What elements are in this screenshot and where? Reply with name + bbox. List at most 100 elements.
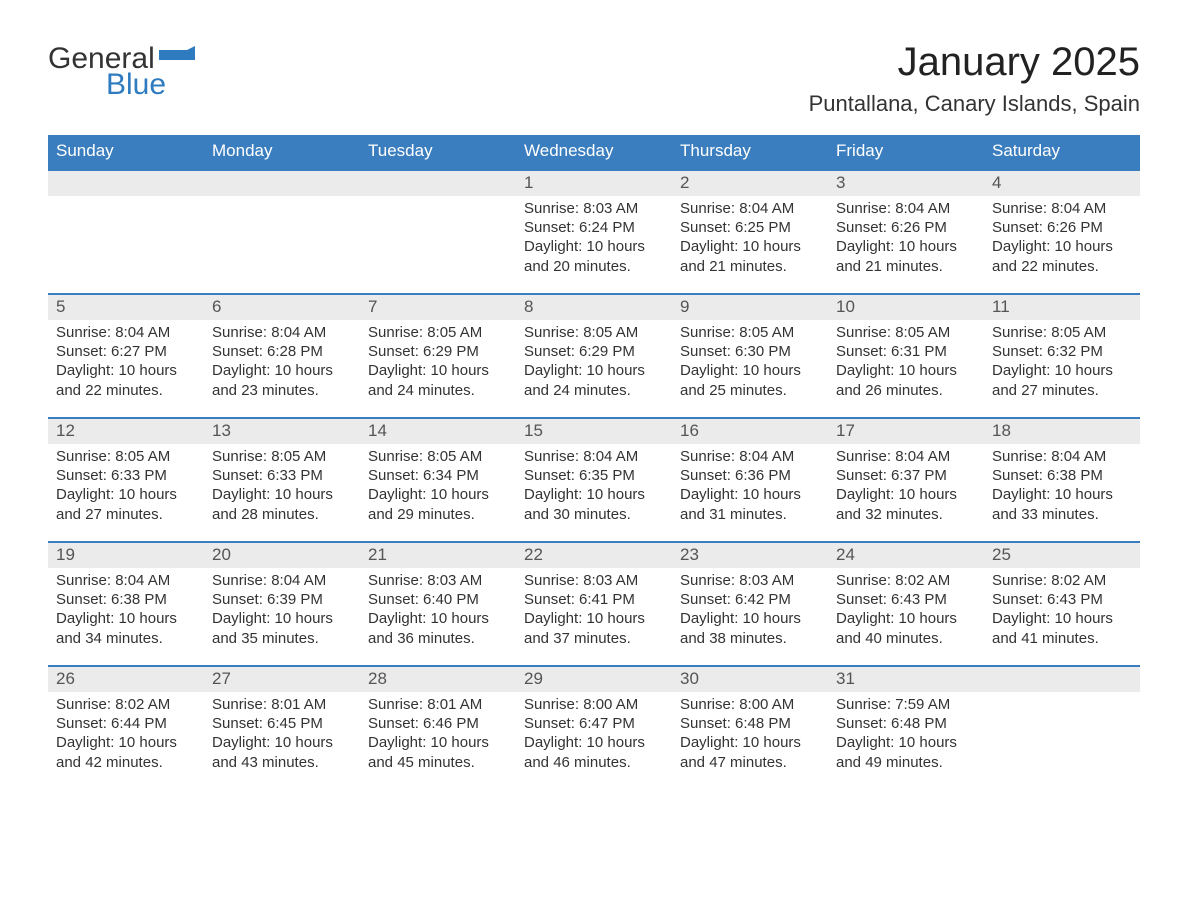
sunset-line: Sunset: 6:48 PM — [680, 714, 820, 733]
day-details: Sunrise: 8:02 AMSunset: 6:44 PMDaylight:… — [48, 692, 204, 772]
location-subtitle: Puntallana, Canary Islands, Spain — [809, 91, 1140, 117]
weekday-header-cell: Wednesday — [516, 135, 672, 169]
daylight-line: Daylight: 10 hours and 31 minutes. — [680, 485, 820, 523]
daylight-line: Daylight: 10 hours and 43 minutes. — [212, 733, 352, 771]
day-number: 10 — [828, 295, 984, 320]
weekday-header-cell: Monday — [204, 135, 360, 169]
calendar-day-cell: 22Sunrise: 8:03 AMSunset: 6:41 PMDayligh… — [516, 543, 672, 665]
sunset-line: Sunset: 6:32 PM — [992, 342, 1132, 361]
calendar-day-cell: 16Sunrise: 8:04 AMSunset: 6:36 PMDayligh… — [672, 419, 828, 541]
day-number — [204, 171, 360, 196]
day-details: Sunrise: 8:01 AMSunset: 6:45 PMDaylight:… — [204, 692, 360, 772]
day-number — [48, 171, 204, 196]
calendar-day-cell: 29Sunrise: 8:00 AMSunset: 6:47 PMDayligh… — [516, 667, 672, 789]
daylight-line: Daylight: 10 hours and 20 minutes. — [524, 237, 664, 275]
day-number: 14 — [360, 419, 516, 444]
calendar-day-cell: 27Sunrise: 8:01 AMSunset: 6:45 PMDayligh… — [204, 667, 360, 789]
daylight-line: Daylight: 10 hours and 21 minutes. — [680, 237, 820, 275]
day-number: 16 — [672, 419, 828, 444]
weekday-header-cell: Saturday — [984, 135, 1140, 169]
sunrise-line: Sunrise: 8:05 AM — [56, 447, 196, 466]
month-title: January 2025 — [809, 40, 1140, 85]
calendar-day-cell: 1Sunrise: 8:03 AMSunset: 6:24 PMDaylight… — [516, 171, 672, 293]
daylight-line: Daylight: 10 hours and 47 minutes. — [680, 733, 820, 771]
sunset-line: Sunset: 6:24 PM — [524, 218, 664, 237]
day-details: Sunrise: 7:59 AMSunset: 6:48 PMDaylight:… — [828, 692, 984, 772]
daylight-line: Daylight: 10 hours and 37 minutes. — [524, 609, 664, 647]
calendar-day-cell: 25Sunrise: 8:02 AMSunset: 6:43 PMDayligh… — [984, 543, 1140, 665]
daylight-line: Daylight: 10 hours and 49 minutes. — [836, 733, 976, 771]
sunrise-line: Sunrise: 8:03 AM — [680, 571, 820, 590]
calendar-day-cell: 12Sunrise: 8:05 AMSunset: 6:33 PMDayligh… — [48, 419, 204, 541]
day-details: Sunrise: 8:04 AMSunset: 6:26 PMDaylight:… — [828, 196, 984, 276]
sunrise-line: Sunrise: 8:00 AM — [680, 695, 820, 714]
day-details: Sunrise: 8:04 AMSunset: 6:27 PMDaylight:… — [48, 320, 204, 400]
daylight-line: Daylight: 10 hours and 40 minutes. — [836, 609, 976, 647]
calendar-day-cell — [204, 171, 360, 293]
weekday-header-cell: Friday — [828, 135, 984, 169]
day-number — [984, 667, 1140, 692]
sunset-line: Sunset: 6:33 PM — [212, 466, 352, 485]
day-number: 6 — [204, 295, 360, 320]
weekday-header-cell: Tuesday — [360, 135, 516, 169]
sunrise-line: Sunrise: 8:05 AM — [992, 323, 1132, 342]
day-details: Sunrise: 8:04 AMSunset: 6:28 PMDaylight:… — [204, 320, 360, 400]
day-number: 20 — [204, 543, 360, 568]
calendar-day-cell: 15Sunrise: 8:04 AMSunset: 6:35 PMDayligh… — [516, 419, 672, 541]
calendar-day-cell: 9Sunrise: 8:05 AMSunset: 6:30 PMDaylight… — [672, 295, 828, 417]
daylight-line: Daylight: 10 hours and 24 minutes. — [368, 361, 508, 399]
flag-icon — [159, 46, 195, 68]
document-page: General Blue January 2025 Puntallana, Ca… — [0, 0, 1188, 829]
calendar-day-cell: 4Sunrise: 8:04 AMSunset: 6:26 PMDaylight… — [984, 171, 1140, 293]
day-details: Sunrise: 8:04 AMSunset: 6:26 PMDaylight:… — [984, 196, 1140, 276]
day-details: Sunrise: 8:04 AMSunset: 6:39 PMDaylight:… — [204, 568, 360, 648]
daylight-line: Daylight: 10 hours and 23 minutes. — [212, 361, 352, 399]
day-details: Sunrise: 8:05 AMSunset: 6:31 PMDaylight:… — [828, 320, 984, 400]
day-number: 28 — [360, 667, 516, 692]
header: General Blue January 2025 Puntallana, Ca… — [48, 40, 1140, 117]
day-details: Sunrise: 8:04 AMSunset: 6:38 PMDaylight:… — [984, 444, 1140, 524]
calendar-day-cell — [360, 171, 516, 293]
sunset-line: Sunset: 6:26 PM — [836, 218, 976, 237]
sunrise-line: Sunrise: 8:04 AM — [680, 199, 820, 218]
sunset-line: Sunset: 6:46 PM — [368, 714, 508, 733]
calendar-day-cell: 26Sunrise: 8:02 AMSunset: 6:44 PMDayligh… — [48, 667, 204, 789]
sunset-line: Sunset: 6:30 PM — [680, 342, 820, 361]
daylight-line: Daylight: 10 hours and 38 minutes. — [680, 609, 820, 647]
sunset-line: Sunset: 6:40 PM — [368, 590, 508, 609]
calendar-day-cell: 3Sunrise: 8:04 AMSunset: 6:26 PMDaylight… — [828, 171, 984, 293]
daylight-line: Daylight: 10 hours and 35 minutes. — [212, 609, 352, 647]
day-number — [360, 171, 516, 196]
daylight-line: Daylight: 10 hours and 29 minutes. — [368, 485, 508, 523]
sunset-line: Sunset: 6:36 PM — [680, 466, 820, 485]
day-details: Sunrise: 8:04 AMSunset: 6:36 PMDaylight:… — [672, 444, 828, 524]
calendar-week-row: 26Sunrise: 8:02 AMSunset: 6:44 PMDayligh… — [48, 665, 1140, 789]
logo-word-blue: Blue — [106, 69, 195, 101]
calendar-day-cell: 18Sunrise: 8:04 AMSunset: 6:38 PMDayligh… — [984, 419, 1140, 541]
day-details: Sunrise: 8:04 AMSunset: 6:38 PMDaylight:… — [48, 568, 204, 648]
day-details: Sunrise: 8:05 AMSunset: 6:32 PMDaylight:… — [984, 320, 1140, 400]
sunset-line: Sunset: 6:31 PM — [836, 342, 976, 361]
day-number: 23 — [672, 543, 828, 568]
title-block: January 2025 Puntallana, Canary Islands,… — [809, 40, 1140, 117]
sunset-line: Sunset: 6:45 PM — [212, 714, 352, 733]
day-number: 4 — [984, 171, 1140, 196]
sunrise-line: Sunrise: 8:02 AM — [992, 571, 1132, 590]
day-details: Sunrise: 8:05 AMSunset: 6:33 PMDaylight:… — [48, 444, 204, 524]
sunrise-line: Sunrise: 8:04 AM — [836, 447, 976, 466]
calendar-day-cell: 11Sunrise: 8:05 AMSunset: 6:32 PMDayligh… — [984, 295, 1140, 417]
sunrise-line: Sunrise: 8:00 AM — [524, 695, 664, 714]
calendar-body: 1Sunrise: 8:03 AMSunset: 6:24 PMDaylight… — [48, 169, 1140, 789]
sunrise-line: Sunrise: 8:02 AM — [56, 695, 196, 714]
day-number: 17 — [828, 419, 984, 444]
daylight-line: Daylight: 10 hours and 27 minutes. — [992, 361, 1132, 399]
calendar-day-cell: 21Sunrise: 8:03 AMSunset: 6:40 PMDayligh… — [360, 543, 516, 665]
day-number: 18 — [984, 419, 1140, 444]
daylight-line: Daylight: 10 hours and 24 minutes. — [524, 361, 664, 399]
daylight-line: Daylight: 10 hours and 30 minutes. — [524, 485, 664, 523]
sunrise-line: Sunrise: 8:05 AM — [836, 323, 976, 342]
day-number: 22 — [516, 543, 672, 568]
sunset-line: Sunset: 6:29 PM — [524, 342, 664, 361]
daylight-line: Daylight: 10 hours and 45 minutes. — [368, 733, 508, 771]
calendar-day-cell: 31Sunrise: 7:59 AMSunset: 6:48 PMDayligh… — [828, 667, 984, 789]
